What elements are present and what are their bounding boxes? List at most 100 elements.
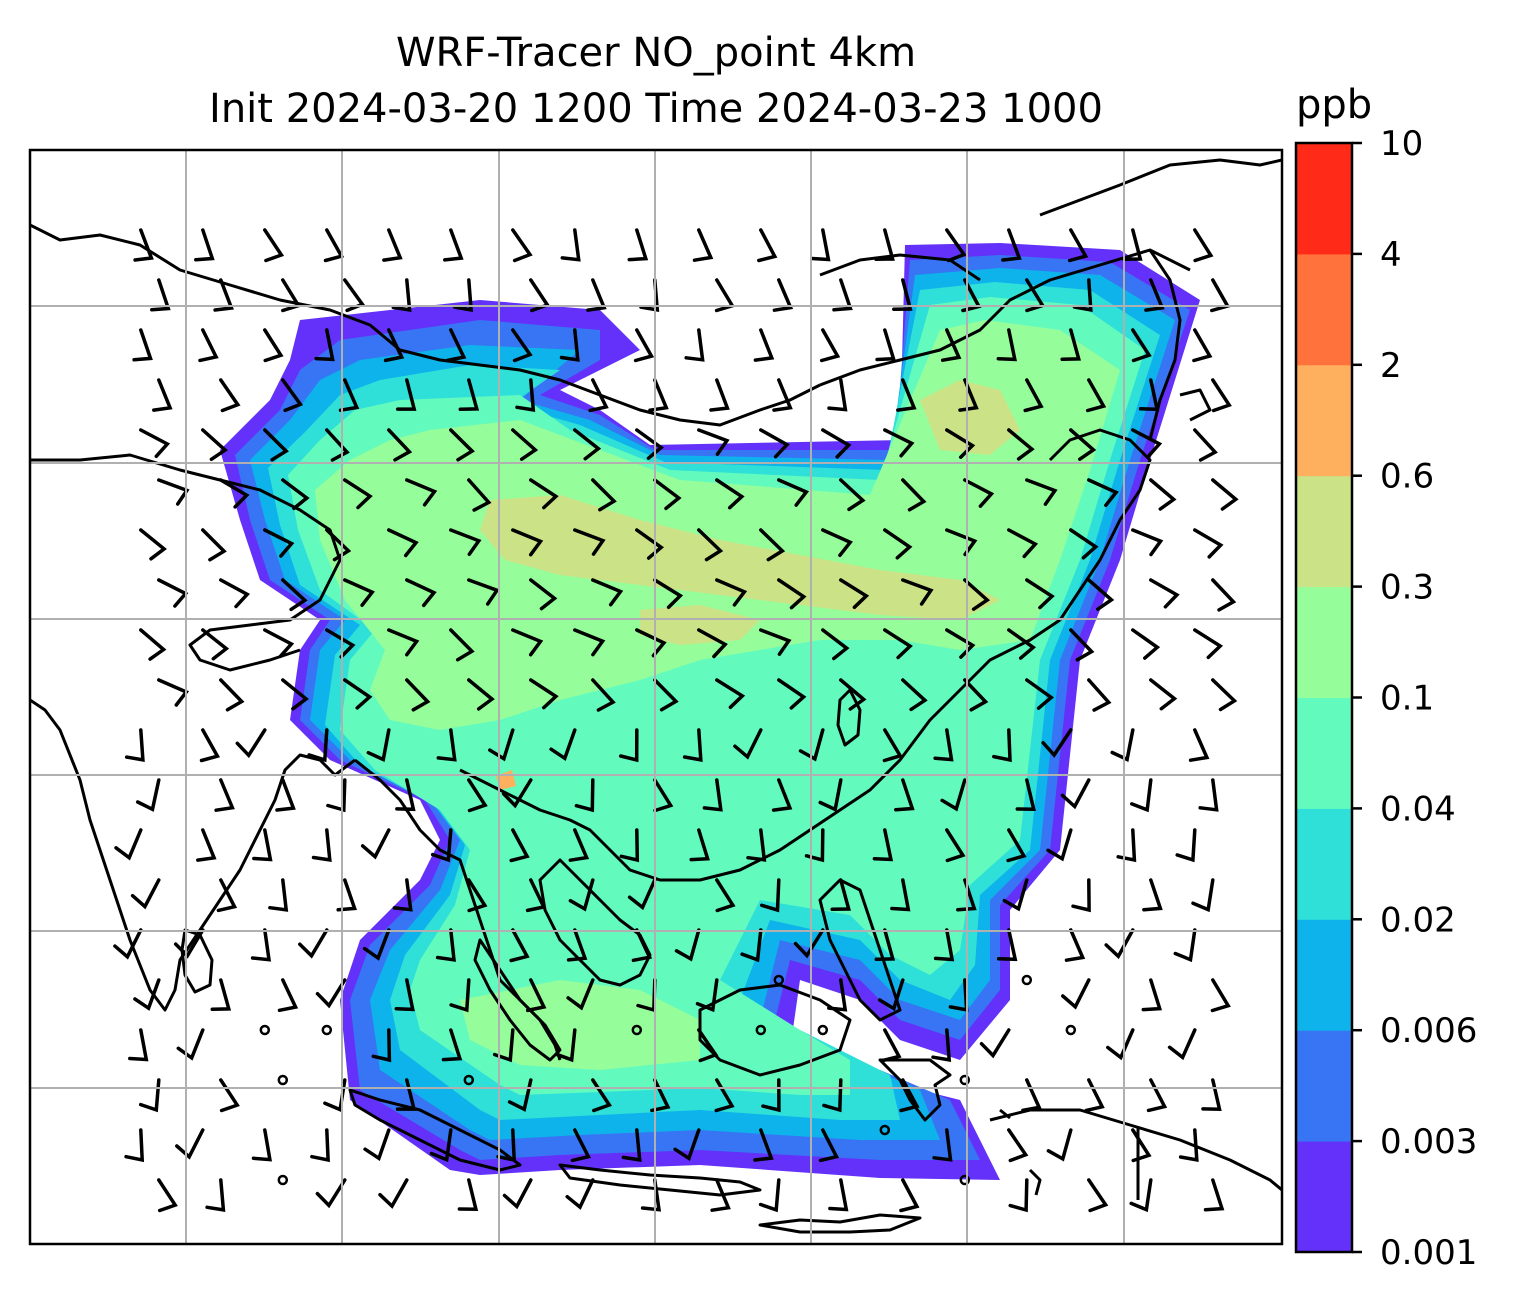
wind-barb [139,428,171,459]
wind-barb [673,1128,701,1161]
wind-barb [114,828,143,861]
himalaya-border [30,453,342,672]
wind-barb [963,578,991,611]
wind-barb [1130,778,1153,813]
colorbar-tick-label: 2 [1380,346,1402,386]
wind-barb [746,828,767,862]
wind-barb [509,928,530,963]
wind-barb [441,1028,463,1062]
wind-barb [194,228,215,262]
wind-barb [697,428,730,456]
wind-barb [901,578,934,606]
wind-barb [653,578,684,610]
wind-barb [818,778,843,813]
wind-barb [682,728,703,763]
wind-barb [822,1078,843,1113]
tibet-border [30,223,821,427]
wind-barb [1015,778,1036,811]
wind-barb [940,778,967,812]
wind-barb [298,928,329,959]
wind-barb [733,728,763,760]
wind-barb [591,478,617,512]
wind-barb [1007,1128,1029,1163]
wind-barb [1211,478,1239,511]
wind-barb [1144,278,1165,312]
wind-barb [940,328,962,362]
colorbar-tick-label: 0.04 [1380,789,1456,829]
wind-barb [1193,628,1224,660]
wind-barb [933,728,954,762]
wind-barb [890,878,911,912]
wind-barb [457,1178,479,1211]
wind-barb [213,278,234,312]
wind-barb [1211,378,1232,413]
wind-barb [405,678,431,712]
wind-barb [771,778,793,812]
wind-barb [1104,928,1135,960]
wind-barb [1023,378,1044,413]
wind-barb [772,378,793,412]
wind-barb [1001,228,1022,262]
wind-barb [958,378,979,412]
wind-barb [343,678,373,710]
wind-barb [150,278,171,312]
wind-barb [1046,1128,1073,1162]
wind-barb [362,928,391,961]
colorbar: 0.001 0.003 0.006 0.02 0.04 0.1 0.3 0.6 2 4 10 [1294,124,1477,1273]
wind-barb [515,378,536,412]
wind-barb [839,678,867,711]
wind-barb [205,1178,226,1212]
wind-barb [963,678,989,712]
wind-barb [1211,678,1238,712]
wind-barb [901,678,928,712]
wind-barb [387,628,420,657]
calm-wind-circle [259,1024,271,1036]
wind-barb [152,378,173,412]
wind-barb [1067,228,1089,263]
wind-barb [453,278,474,313]
wind-barb [695,978,719,1013]
wind-barb [574,778,595,813]
wind-barb [445,328,467,363]
wind-barb [275,778,296,812]
wind-barb [827,378,848,412]
wind-barb [268,878,289,912]
wind-barb [124,728,145,763]
wind-barb [130,878,161,910]
wind-barb [627,228,649,262]
wind-barb [511,228,533,263]
wind-barb [874,928,896,962]
wind-barb [761,1078,781,1113]
colorbar-segment [1296,364,1352,477]
coastlines [30,158,1282,1234]
wind-barb [772,278,794,312]
plume-band-01-south [460,980,700,1070]
wind-barb [366,728,391,763]
wind-barb [1025,678,1055,710]
wind-barb [1131,328,1152,363]
plume-band-03-north [920,380,1020,455]
wind-barb [251,1128,273,1162]
wind-barb [759,428,790,459]
wind-barb [325,628,356,659]
wind-barb [363,1128,391,1161]
calm-wind-circle [817,1024,829,1036]
wind-barb [1087,578,1115,611]
wind-barb [392,878,413,912]
wind-barb [391,278,412,312]
wind-barb [383,328,405,363]
japan [1148,249,1212,441]
wind-barbs-layer [113,228,1239,1213]
wind-barb [336,878,357,912]
wind-barb [449,528,482,557]
wind-barb [830,878,851,912]
wind-barb [382,228,403,262]
wind-barb [1084,1078,1105,1113]
wind-barb [702,778,723,812]
wind-barb [1146,1078,1168,1113]
wind-barb [635,528,665,560]
wind-barb [1106,1028,1135,1061]
wind-barb [883,628,913,660]
colorbar-tick-label: 4 [1380,235,1402,275]
wind-barb [467,478,492,512]
